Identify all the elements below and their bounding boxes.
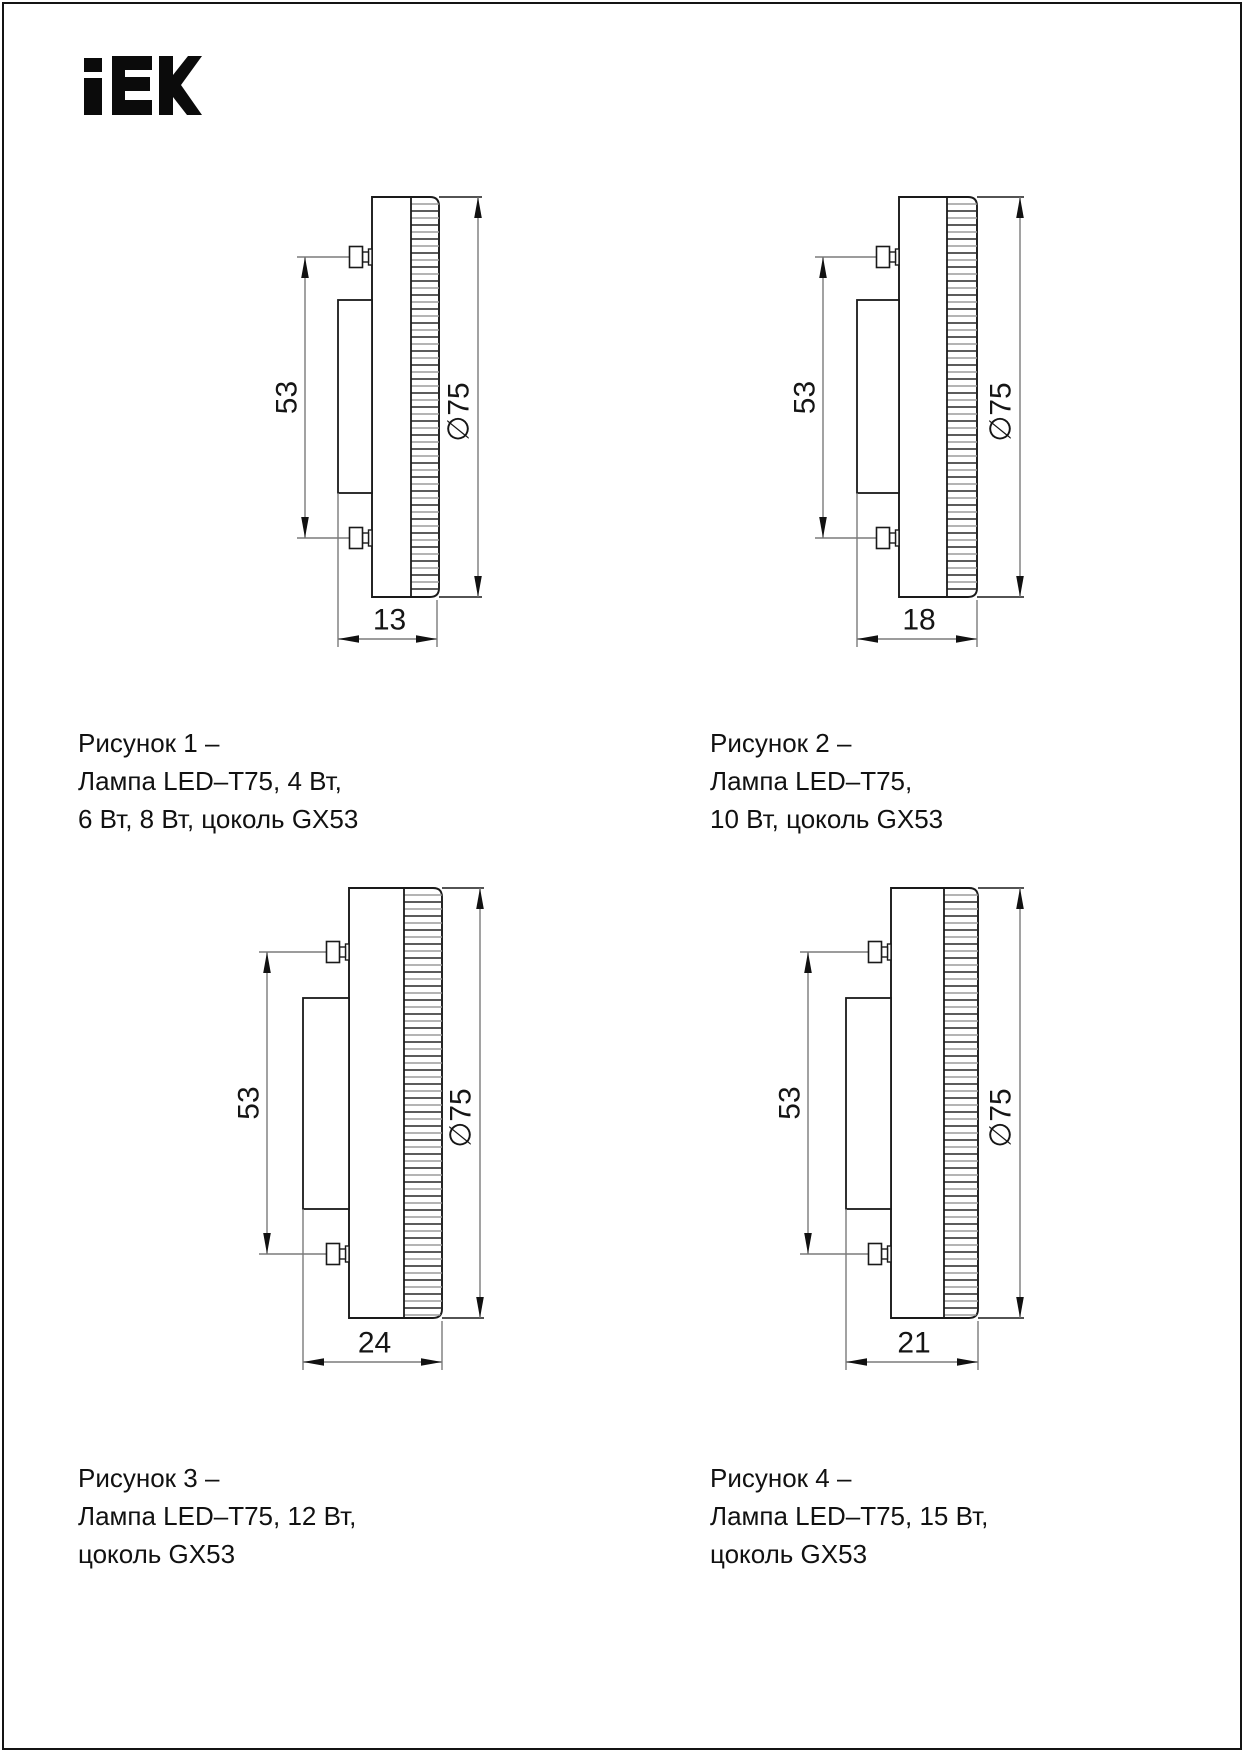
logo-e-glyph [112, 56, 152, 115]
lamp-back-housing [302, 997, 350, 1210]
figure-2-drawing: 53 ∅75 18 [789, 196, 1024, 647]
ribbed-face [947, 203, 977, 590]
arrowhead [474, 576, 482, 597]
arrowhead [303, 1358, 324, 1366]
lamp-body-outline [898, 196, 978, 598]
caption-line: Лампа LED–T75, 12 Вт, [78, 1501, 357, 1531]
gx53-pin [875, 245, 900, 269]
dim-label-pin-spacing: 53 [233, 1086, 266, 1119]
gx53-pin [348, 245, 373, 269]
caption-line: Рисунок 3 – [78, 1463, 220, 1493]
arrowhead [338, 635, 359, 643]
arrowhead [421, 1358, 442, 1366]
iek-logo [84, 56, 202, 115]
gx53-pin [867, 940, 892, 964]
logo-k-arms [173, 56, 202, 115]
arrowhead [1016, 197, 1024, 218]
figure-3-drawing: 53 ∅75 24 [233, 887, 484, 1370]
caption-line: Рисунок 1 – [78, 728, 220, 758]
caption-line: 6 Вт, 8 Вт, цоколь GX53 [78, 804, 359, 834]
gx53-pin [348, 526, 373, 550]
arrowhead [416, 635, 437, 643]
dim-label-pin-spacing: 53 [789, 381, 822, 414]
arrowhead [474, 197, 482, 218]
dim-label-pin-spacing: 53 [271, 381, 304, 414]
gx53-pin [325, 940, 350, 964]
dim-label-depth: 13 [373, 604, 406, 637]
ribbed-face [404, 894, 442, 1316]
lamp-back-housing [856, 299, 900, 494]
lamp-back-housing [337, 299, 373, 494]
dim-label-depth: 24 [358, 1327, 391, 1360]
arrowhead [956, 635, 977, 643]
lamp-body-outline [371, 196, 440, 598]
caption-line: Лампа LED–T75, 4 Вт, [78, 766, 342, 796]
ribbed-face [944, 894, 978, 1316]
dim-label-diameter: ∅75 [985, 382, 1018, 442]
caption-line: цоколь GX53 [710, 1539, 868, 1569]
arrowhead [476, 888, 484, 909]
dim-label-depth: 18 [902, 604, 935, 637]
arrowhead [476, 1297, 484, 1318]
gx53-pin [867, 1242, 892, 1266]
arrowhead [957, 1358, 978, 1366]
arrowhead [1016, 888, 1024, 909]
logo-i-stem [84, 78, 102, 115]
dim-label-diameter: ∅75 [443, 382, 476, 442]
caption-line: Рисунок 2 – [710, 728, 852, 758]
figure-2-caption: Рисунок 2 – Лампа LED–T75, 10 Вт, цоколь… [710, 724, 943, 838]
lamp-body-outline [890, 887, 979, 1319]
arrowhead [804, 952, 812, 973]
lamp-back-housing [845, 997, 892, 1210]
arrowhead [819, 517, 827, 538]
arrowhead [1016, 576, 1024, 597]
arrowhead [857, 635, 878, 643]
figure-3-caption: Рисунок 3 – Лампа LED–T75, 12 Вт, цоколь… [78, 1459, 356, 1573]
dim-label-pin-spacing: 53 [774, 1086, 807, 1119]
arrowhead [301, 257, 309, 278]
arrowhead [819, 257, 827, 278]
figure-4-caption: Рисунок 4 – Лампа LED–T75, 15 Вт, цоколь… [710, 1459, 988, 1573]
caption-line: Рисунок 4 – [710, 1463, 852, 1493]
arrowhead [263, 952, 271, 973]
dim-label-diameter: ∅75 [985, 1088, 1018, 1148]
caption-line: 10 Вт, цоколь GX53 [710, 804, 944, 834]
arrowhead [263, 1233, 271, 1254]
caption-line: цоколь GX53 [78, 1539, 236, 1569]
logo-k-stem [159, 56, 173, 115]
caption-line: Лампа LED–T75, [710, 766, 913, 796]
arrowhead [804, 1233, 812, 1254]
dim-label-diameter: ∅75 [445, 1088, 478, 1148]
logo-i-dot [84, 58, 102, 72]
ribbed-face [411, 203, 439, 590]
figure-1-drawing: 53 ∅75 13 [271, 196, 482, 647]
figure-1-caption: Рисунок 1 – Лампа LED–T75, 4 Вт, 6 Вт, 8… [78, 724, 358, 838]
lamp-body-outline [348, 887, 443, 1319]
dim-label-depth: 21 [897, 1327, 930, 1360]
figure-4-drawing: 53 ∅75 21 [774, 887, 1024, 1370]
arrowhead [301, 517, 309, 538]
arrowhead [846, 1358, 867, 1366]
gx53-pin [875, 526, 900, 550]
caption-line: Лампа LED–T75, 15 Вт, [710, 1501, 989, 1531]
arrowhead [1016, 1297, 1024, 1318]
gx53-pin [325, 1242, 350, 1266]
